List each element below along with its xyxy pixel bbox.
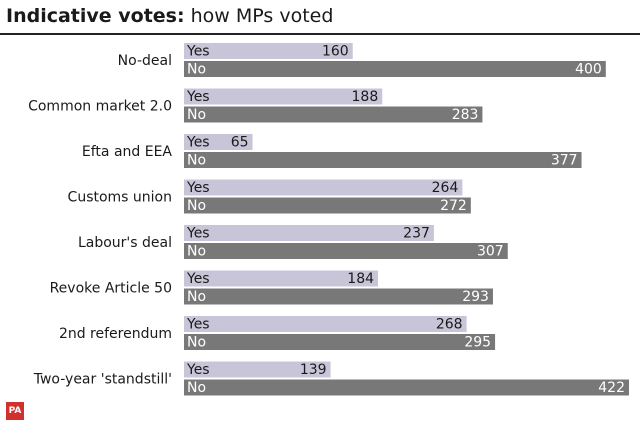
bar-no-series-label-2nd-referendum: No	[187, 335, 206, 351]
bar-yes-value-labour-s-deal: 237	[403, 226, 430, 242]
chart-title: Indicative votes: how MPs voted	[6, 4, 333, 28]
bar-no-series-label-common-market-2-0: No	[187, 107, 206, 123]
bar-yes-series-label-labour-s-deal: Yes	[186, 226, 210, 242]
bar-no-series-label-revoke-article-50: No	[187, 289, 206, 305]
bar-no-value-2nd-referendum: 295	[464, 335, 491, 351]
category-label-revoke-article-50: Revoke Article 50	[50, 281, 172, 297]
bar-yes-series-label-common-market-2-0: Yes	[186, 89, 210, 105]
bar-yes-series-label-revoke-article-50: Yes	[186, 271, 210, 287]
bar-no-series-label-customs-union: No	[187, 198, 206, 214]
bar-no-labour-s-deal	[184, 243, 508, 259]
chart-title-bold: Indicative votes:	[6, 5, 185, 27]
bar-no-value-revoke-article-50: 293	[462, 289, 489, 305]
bar-no-value-efta-and-eea: 377	[551, 153, 578, 169]
bar-yes-efta-and-eea	[184, 134, 253, 150]
bar-no-customs-union	[184, 197, 471, 214]
bar-no-value-labour-s-deal: 307	[477, 244, 504, 260]
bar-no-series-label-labour-s-deal: No	[187, 244, 206, 260]
bar-no-efta-and-eea	[184, 152, 582, 168]
bar-yes-series-label-customs-union: Yes	[186, 180, 210, 196]
chart-title-rest: how MPs voted	[184, 5, 334, 27]
bar-no-value-two-year-standstill: 422	[598, 380, 625, 396]
category-label-customs-union: Customs union	[68, 190, 172, 206]
bar-no-common-market-2-0	[184, 106, 483, 123]
bar-yes-value-two-year-standstill: 139	[300, 362, 327, 378]
category-label-two-year-standstill: Two-year 'standstill'	[33, 372, 172, 388]
bar-no-value-no-deal: 400	[575, 62, 602, 78]
category-label-efta-and-eea: Efta and EEA	[82, 144, 173, 160]
bar-no-series-label-efta-and-eea: No	[187, 153, 206, 169]
bar-no-value-common-market-2-0: 283	[452, 107, 479, 123]
bar-yes-series-label-efta-and-eea: Yes	[186, 135, 210, 151]
bar-no-value-customs-union: 272	[440, 198, 467, 214]
category-label-common-market-2-0: Common market 2.0	[28, 99, 172, 115]
bar-yes-labour-s-deal	[184, 225, 434, 241]
bar-yes-revoke-article-50	[184, 270, 379, 287]
bar-yes-value-common-market-2-0: 188	[352, 89, 379, 105]
category-label-no-deal: No-deal	[118, 53, 172, 69]
bar-yes-value-no-deal: 160	[322, 44, 349, 60]
bar-yes-series-label-2nd-referendum: Yes	[186, 317, 210, 333]
bar-no-series-label-no-deal: No	[187, 62, 206, 78]
bar-yes-2nd-referendum	[184, 316, 467, 332]
bar-yes-series-label-no-deal: Yes	[186, 44, 210, 60]
bar-yes-two-year-standstill	[184, 361, 331, 378]
bar-yes-series-label-two-year-standstill: Yes	[186, 362, 210, 378]
bar-no-series-label-two-year-standstill: No	[187, 380, 206, 396]
category-label-labour-s-deal: Labour's deal	[78, 235, 172, 251]
title-rule	[0, 33, 640, 35]
bar-yes-no-deal	[184, 43, 353, 59]
category-label-2nd-referendum: 2nd referendum	[59, 326, 172, 342]
bar-no-revoke-article-50	[184, 288, 493, 305]
bar-yes-value-customs-union: 264	[432, 180, 459, 196]
bar-no-two-year-standstill	[184, 379, 629, 396]
pa-logo: PA	[6, 402, 24, 420]
bar-yes-value-efta-and-eea: 65	[231, 135, 249, 151]
bar-yes-common-market-2-0	[184, 88, 383, 105]
bar-yes-customs-union	[184, 179, 463, 196]
bar-yes-value-2nd-referendum: 268	[436, 317, 463, 333]
bar-no-no-deal	[184, 61, 606, 77]
bar-no-2nd-referendum	[184, 334, 496, 350]
bar-yes-value-revoke-article-50: 184	[347, 271, 374, 287]
